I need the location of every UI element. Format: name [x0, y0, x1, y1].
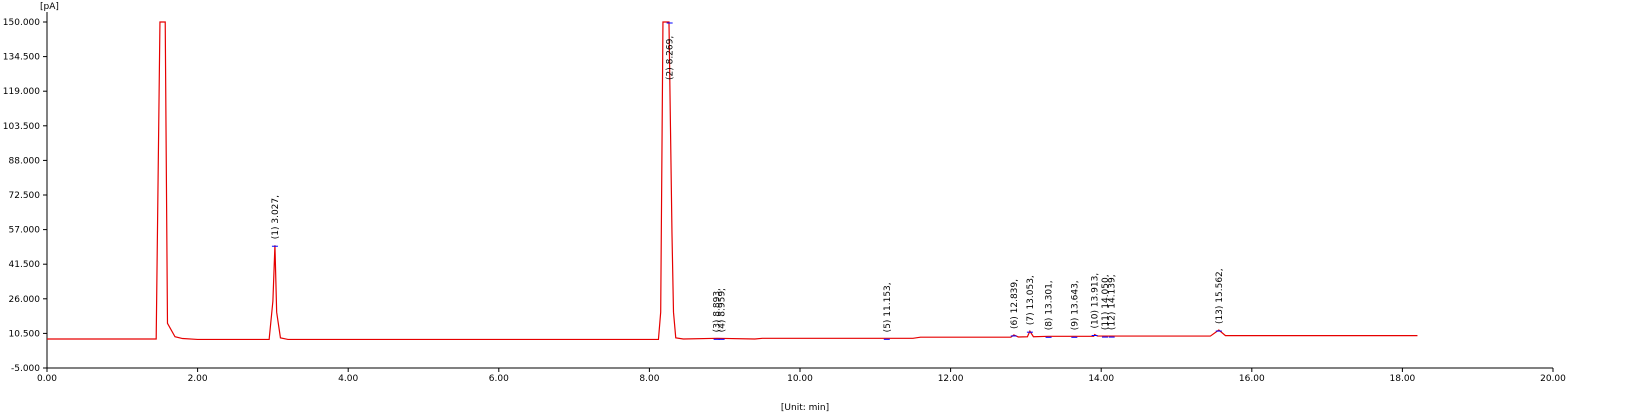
y-tick-label: 57.000 — [9, 226, 41, 236]
y-tick-label: 41.500 — [9, 260, 41, 270]
peak-label: (1) 3.027, — [271, 195, 281, 239]
peak-label: (4) 8.959, — [718, 288, 728, 332]
y-tick-label: 103.500 — [3, 122, 40, 132]
peak-label: (12) 14.139, — [1108, 274, 1118, 330]
peak-label: (13) 15.562, — [1215, 268, 1225, 324]
x-tick-label: 14.00 — [1088, 374, 1114, 384]
peak-label: (5) 11.153, — [883, 282, 893, 332]
peak-label: (3) 8.893, — [713, 288, 723, 332]
y-tick-label: 10.500 — [9, 329, 41, 339]
y-tick-label: 150.000 — [3, 18, 40, 28]
y-tick-label: 88.000 — [9, 156, 41, 166]
x-tick-label: 8.00 — [639, 374, 659, 384]
peak-label: (9) 13.643, — [1070, 280, 1080, 330]
y-tick-label: 134.500 — [3, 53, 40, 63]
peak-label: (6) 12.839, — [1010, 279, 1020, 329]
x-tick-label: 16.00 — [1239, 374, 1265, 384]
x-tick-label: 12.00 — [938, 374, 964, 384]
x-tick-label: 20.00 — [1540, 374, 1566, 384]
chromatogram-line — [47, 21, 1418, 341]
y-tick-label: 26.000 — [9, 295, 41, 305]
x-tick-label: 0.00 — [37, 374, 57, 384]
peak-label: (10) 13.913, — [1091, 273, 1101, 329]
peak-label: (11) 14.050, — [1101, 274, 1111, 330]
x-axis-label: [Unit: min] — [781, 403, 829, 413]
peak-label: (7) 13.053, — [1026, 275, 1036, 325]
peak-label: (8) 13.301, — [1045, 280, 1055, 330]
x-tick-label: 18.00 — [1390, 374, 1416, 384]
x-tick-label: 4.00 — [338, 374, 358, 384]
y-tick-label: 72.500 — [9, 191, 41, 201]
peak-label: (2) 8.269, — [666, 36, 676, 80]
x-tick-label: 10.00 — [787, 374, 813, 384]
x-tick-label: 2.00 — [188, 374, 208, 384]
y-tick-label: -5.000 — [11, 364, 40, 374]
x-tick-label: 6.00 — [489, 374, 509, 384]
y-tick-label: 119.000 — [3, 87, 40, 97]
y-axis-label: [pA] — [40, 2, 59, 12]
